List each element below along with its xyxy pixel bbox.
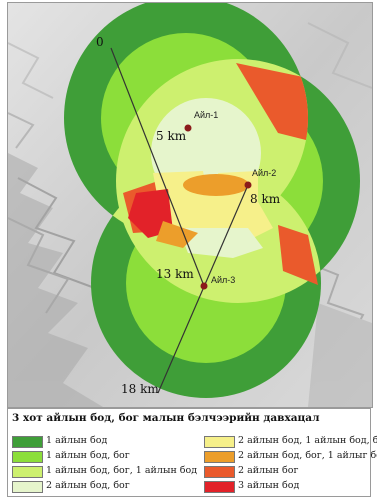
ail1-label: Айл-1 <box>194 110 218 120</box>
ail3-label: Айл-3 <box>211 275 235 285</box>
distance-label-13km: 13 km <box>156 267 194 281</box>
ail2-label: Айл-2 <box>252 168 276 178</box>
settlements: Айл-1 Айл-2 Айл-3 <box>184 110 276 290</box>
legend-label: 3 айлын бод <box>238 480 300 491</box>
legend-title: 3 хот айлын бод, бог малын бэлчээрийн да… <box>12 412 320 424</box>
legend-swatch <box>12 466 43 478</box>
legend-swatch <box>12 451 43 463</box>
overlap-map: Айл-1 Айл-2 Айл-3 0 5 km 8 km 13 km 18 k… <box>8 3 372 407</box>
legend-swatch <box>12 436 43 448</box>
legend-swatch <box>204 436 235 448</box>
distance-label-18km: 18 km <box>121 382 159 396</box>
relief-texture <box>8 22 372 407</box>
legend-label: 1 айлын бод, бог <box>46 450 130 461</box>
ail2-marker <box>244 181 252 189</box>
legend-swatch <box>12 481 43 493</box>
ail1-marker <box>184 124 192 132</box>
legend-label: 1 айлын бод, бог, 1 айлын бод <box>46 465 198 476</box>
distance-labels: 0 5 km 8 km 13 km 18 km <box>96 35 281 396</box>
distance-label-0: 0 <box>96 35 104 49</box>
legend-label: 1 айлын бод <box>46 435 108 446</box>
map-panel: Айл-1 Айл-2 Айл-3 0 5 km 8 km 13 km 18 k… <box>7 2 373 408</box>
distance-label-8km: 8 km <box>250 192 281 206</box>
legend-swatch <box>204 466 235 478</box>
legend-label: 2 айлын бог <box>238 465 299 476</box>
overlap-inner <box>128 98 273 258</box>
distance-label-5km: 5 km <box>156 129 187 143</box>
legend-swatch <box>204 481 235 493</box>
legend-swatch <box>204 451 235 463</box>
legend-label: 2 айлын бод, бог <box>46 480 130 491</box>
legend-label: 2 айлын бод, 1 айлын бод, бог <box>238 435 377 446</box>
map-legend: 3 хот айлын бод, бог малын бэлчээрийн да… <box>7 408 377 497</box>
transect-line <box>110 47 205 287</box>
legend-label: 2 айлын бод, бог, 1 айлыг бод <box>238 450 377 461</box>
ail3-marker <box>200 282 208 290</box>
